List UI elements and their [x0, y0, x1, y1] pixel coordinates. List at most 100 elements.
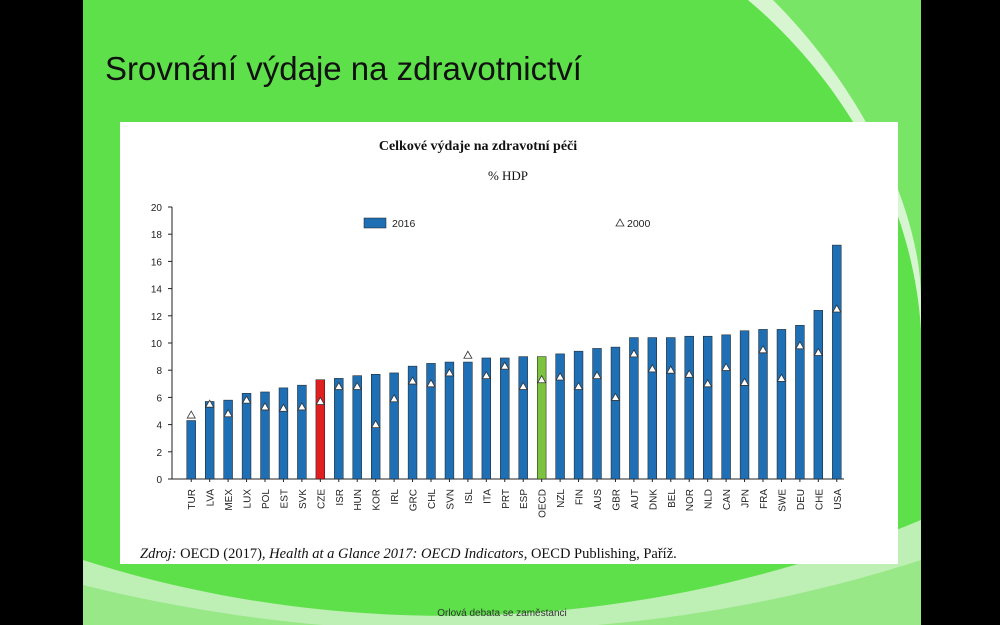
marker-2000-oecd	[536, 374, 547, 384]
marker-2000-jpn	[739, 377, 750, 386]
x-tick-label: NLD	[704, 489, 715, 509]
marker-2000-deu	[795, 340, 805, 350]
bar-irl	[389, 372, 399, 480]
legend-label-2000: 2000	[627, 218, 651, 230]
marker-2000-esp	[518, 381, 528, 390]
y-tick-label: 20	[151, 203, 163, 214]
marker-2000-irl	[389, 393, 399, 403]
y-tick-label: 6	[156, 393, 162, 404]
y-tick-label: 2	[156, 448, 162, 459]
x-tick-label: KOR	[372, 489, 383, 511]
source-org: OECD (2017),	[180, 546, 265, 562]
x-tick-label: DEU	[796, 489, 807, 510]
x-tick-label: CHE	[814, 489, 825, 510]
x-tick-label: GRC	[409, 489, 420, 511]
marker-2000-mex	[223, 408, 233, 418]
y-tick-label: 14	[151, 285, 163, 296]
plot-area: 0 2 4 6 8 10 12 14 16 18 20 TUR LVA MEX LUX POL EST SVK CZ…	[151, 203, 844, 518]
bar-esp	[518, 356, 528, 480]
marker-2000-pol	[260, 402, 270, 411]
x-tick-label: SVK	[298, 489, 309, 509]
bar-lva	[204, 401, 215, 480]
legend-swatch-2016	[363, 217, 387, 229]
x-tick-label: SWE	[777, 489, 788, 512]
slide: Srovnání výdaje na zdravotnictví Celkové…	[83, 0, 921, 625]
marker-2000-nld	[702, 378, 713, 388]
x-tick-label: MEX	[224, 489, 235, 511]
bar-fin	[573, 350, 584, 480]
x-tick-label: OECD	[538, 489, 549, 518]
x-tick-label: ESP	[519, 489, 530, 509]
x-tick-label: LVA	[206, 489, 217, 507]
marker-2000-svn	[444, 368, 455, 377]
x-tick-label: ISR	[335, 489, 346, 506]
bar-prt	[500, 357, 510, 480]
chart-panel: Celkové výdaje na zdravotní péči % HDP 0…	[120, 122, 898, 564]
x-tick-label: POL	[261, 489, 272, 509]
x-tick-label: CHL	[427, 489, 438, 509]
bar-tur	[186, 420, 196, 480]
x-tick-label: JPN	[741, 489, 752, 508]
bar-svn	[444, 361, 455, 480]
y-tick-label: 10	[151, 339, 163, 350]
x-tick-label: CAN	[722, 489, 733, 510]
marker-2000-aut	[629, 349, 639, 358]
x-tick-label: BEL	[667, 489, 678, 508]
y-tick-label: 12	[151, 312, 163, 323]
bar-dnk	[647, 337, 658, 480]
x-tick-label: IRL	[390, 489, 401, 505]
source-note: Zdroj: OECD (2017), Health at a Glance 2…	[140, 546, 677, 562]
marker-2000-isr	[334, 381, 344, 390]
x-tick-label: CZE	[316, 489, 327, 509]
chart-subtitle: % HDP	[488, 168, 528, 183]
marker-2000-nzl	[555, 372, 565, 381]
source-title: Health at a Glance 2017: OECD Indicators…	[268, 546, 527, 562]
bar-isl	[463, 361, 473, 480]
marker-2000-che	[813, 347, 824, 356]
x-tick-label: NZL	[556, 489, 567, 508]
slide-decoration	[83, 0, 921, 625]
marker-2000-can	[721, 362, 731, 371]
bar-hun	[352, 375, 362, 480]
marker-2000-isl	[463, 350, 473, 359]
bar-usa	[832, 244, 842, 480]
marker-2000-usa	[832, 304, 842, 313]
bar-bel	[666, 337, 676, 480]
x-tick-label: DNK	[648, 489, 659, 510]
marker-2000-kor	[370, 419, 381, 428]
marker-2000-swe	[776, 373, 787, 382]
marker-2000-dnk	[647, 364, 658, 373]
marker-2000-prt	[500, 361, 510, 370]
x-tick-label: NOR	[685, 489, 696, 511]
marker-2000-ita	[481, 370, 492, 380]
bar-aut	[629, 337, 639, 480]
marker-2000-fin	[573, 381, 584, 390]
bar-swe	[776, 329, 787, 480]
x-tick-label: FRA	[759, 489, 770, 509]
x-tick-label: LUX	[243, 489, 254, 509]
marker-2000-aus	[592, 370, 602, 380]
x-tick-label: USA	[833, 489, 844, 510]
marker-2000-bel	[666, 365, 676, 374]
x-tick-label: PRT	[501, 489, 512, 509]
x-tick-label: ISL	[464, 489, 475, 504]
marker-2000-cze	[315, 396, 326, 405]
y-tick-label: 16	[151, 257, 163, 268]
bar-gbr	[610, 346, 621, 480]
bar-est	[278, 387, 289, 480]
marker-2000-lva	[204, 399, 215, 408]
source-prefix: Zdroj:	[140, 546, 177, 562]
bar-svk	[297, 384, 307, 480]
marker-2000-chl	[426, 378, 436, 388]
slide-footer: Orlová debata se zaměstanci	[437, 608, 567, 619]
slide-title: Srovnání výdaje na zdravotnictví	[105, 50, 582, 87]
y-tick-label: 8	[156, 366, 162, 377]
bar-chart: Celkové výdaje na zdravotní péči % HDP 0…	[140, 139, 844, 562]
x-tick-label: ITA	[482, 489, 493, 504]
marker-2000-tur	[186, 410, 196, 419]
y-tick-label: 18	[151, 230, 163, 241]
chart-title: Celkové výdaje na zdravotní péči	[379, 139, 577, 154]
x-tick-label: SVN	[445, 489, 456, 510]
x-tick-label: FIN	[575, 489, 586, 505]
bar-nld	[702, 335, 713, 480]
